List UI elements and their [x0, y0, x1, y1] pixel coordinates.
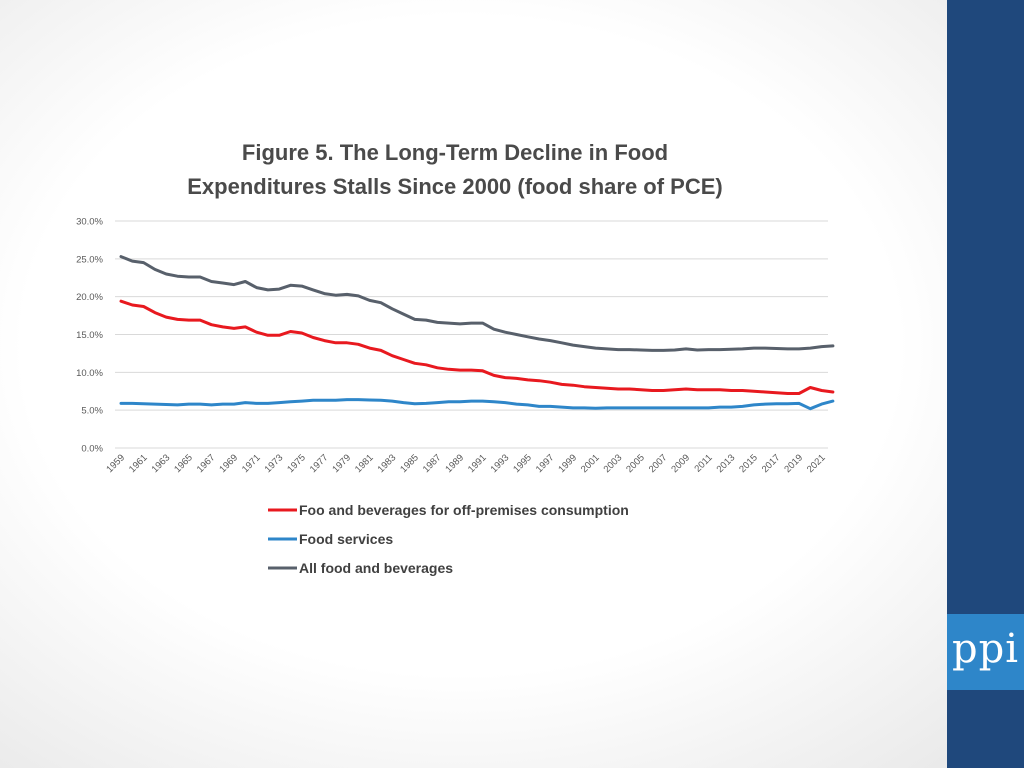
legend-label-3: All food and beverages [299, 560, 453, 576]
y-tick-label: 5.0% [81, 406, 103, 417]
x-tick-label: 1971 [240, 452, 263, 475]
y-tick-label: 25.0% [76, 254, 103, 265]
y-tick-label: 30.0% [76, 217, 103, 228]
x-tick-label: 2013 [715, 452, 738, 475]
x-tick-label: 1963 [150, 452, 173, 475]
x-tick-label: 1999 [556, 452, 579, 475]
x-tick-label: 1989 [443, 452, 466, 475]
x-tick-label: 1977 [308, 452, 331, 475]
x-tick-label: 1981 [353, 452, 376, 475]
x-tick-label: 2007 [647, 452, 670, 475]
chart-title-line-1: Figure 5. The Long-Term Decline in Food [241, 140, 669, 165]
x-tick-label: 2009 [669, 452, 692, 475]
x-tick-label: 2001 [579, 452, 602, 475]
x-tick-label: 2021 [805, 452, 828, 475]
x-tick-label: 1961 [127, 452, 150, 475]
x-tick-label: 1979 [330, 452, 353, 475]
series-line-2 [119, 398, 835, 411]
y-tick-label: 0.0% [81, 444, 103, 455]
chart-title: Figure 5. The Long-Term Decline in Food … [100, 136, 810, 204]
x-tick-label: 1997 [534, 452, 557, 475]
x-tick-label: 2005 [624, 452, 647, 475]
y-tick-label: 20.0% [76, 292, 103, 303]
x-tick-label: 1985 [398, 452, 421, 475]
x-tick-label: 2017 [760, 452, 783, 475]
x-tick-label: 1991 [466, 452, 489, 475]
x-tick-label: 2015 [737, 452, 760, 475]
legend-label-2: Food services [299, 531, 393, 547]
y-tick-label: 15.0% [76, 330, 103, 341]
x-tick-label: 1959 [104, 452, 127, 475]
x-tick-label: 2003 [602, 452, 625, 475]
legend: Foo and beverages for off-premises consu… [268, 502, 629, 576]
x-tick-label: 1995 [511, 452, 534, 475]
ppi-logo: ppi [947, 614, 1024, 690]
x-tick-label: 1965 [172, 452, 195, 475]
x-axis: 1959 1961 1963 1965 1967 1969 1971 1973 1975 1977… [104, 452, 827, 475]
series-line-3 [119, 255, 835, 352]
x-tick-label: 2011 [692, 452, 714, 474]
series-line-1 [119, 299, 835, 395]
legend-label-1: Foo and beverages for off-premises consu… [299, 502, 629, 518]
y-tick-label: 10.0% [76, 368, 103, 379]
x-tick-label: 1983 [376, 452, 399, 475]
x-tick-label: 1993 [489, 452, 512, 475]
x-tick-label: 2019 [782, 452, 805, 475]
x-tick-label: 1967 [195, 452, 218, 475]
series-lines [119, 255, 835, 411]
x-tick-label: 1969 [217, 452, 240, 475]
y-axis: 0.0% 5.0% 10.0% 15.0% 20.0% 25.0% 30.0% [76, 217, 103, 455]
x-tick-label: 1975 [285, 452, 308, 475]
x-tick-label: 1973 [263, 452, 286, 475]
x-tick-label: 1987 [421, 452, 444, 475]
gridlines [115, 220, 828, 449]
chart-title-line-2: Expenditures Stalls Since 2000 (food sha… [187, 174, 723, 199]
ppi-logo-text: ppi [951, 626, 1019, 672]
